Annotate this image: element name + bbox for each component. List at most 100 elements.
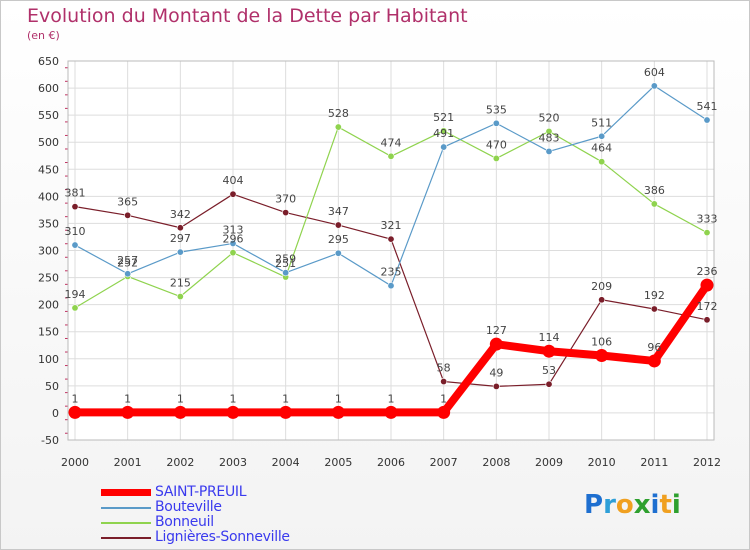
- logo-letter: i: [671, 490, 681, 520]
- logo-letter: o: [615, 490, 634, 520]
- y-tick-label: -50: [41, 434, 59, 447]
- y-tick-label: 400: [38, 190, 59, 203]
- y-tick-label: 200: [38, 299, 59, 312]
- grid-lines: [68, 60, 714, 441]
- data-label-bonneuil: 194: [65, 288, 86, 301]
- legend-label-bonneuil: Bonneuil: [155, 514, 214, 530]
- data-point-lignieres-sonneville: [229, 190, 237, 198]
- data-point-lignieres-sonneville: [440, 378, 448, 386]
- data-label-bouteville: 535: [486, 103, 507, 116]
- data-label-bonneuil: 470: [486, 138, 507, 151]
- data-label-bonneuil: 251: [275, 257, 296, 270]
- data-label-bouteville: 259: [275, 253, 296, 266]
- data-point-bouteville: [650, 82, 658, 90]
- data-point-bouteville: [598, 132, 606, 140]
- legend-label-saint-preuil: SAINT-PREUIL: [155, 484, 247, 500]
- data-label-saint-preuil: 1: [282, 392, 289, 405]
- data-label-bonneuil: 520: [539, 111, 560, 124]
- data-point-bonneuil: [545, 127, 553, 135]
- x-tick-label: 2004: [272, 456, 300, 469]
- data-label-lignieres-sonneville: 404: [223, 174, 244, 187]
- data-label-saint-preuil: 106: [591, 336, 612, 349]
- x-tick-label: 2010: [588, 456, 616, 469]
- data-label-bouteville: 310: [65, 225, 86, 238]
- data-label-saint-preuil: 1: [124, 392, 131, 405]
- data-label-lignieres-sonneville: 381: [65, 187, 86, 200]
- data-label-lignieres-sonneville: 342: [170, 208, 191, 221]
- data-label-lignieres-sonneville: 172: [697, 300, 718, 313]
- data-label-lignieres-sonneville: 209: [591, 280, 612, 293]
- data-point-saint-preuil: [279, 405, 293, 419]
- logo-letter: r: [603, 490, 616, 520]
- data-point-bouteville: [387, 282, 395, 290]
- x-tick-label: 2000: [61, 456, 89, 469]
- data-point-saint-preuil: [68, 405, 82, 419]
- data-label-bouteville: 483: [539, 131, 560, 144]
- data-label-saint-preuil: 1: [72, 392, 79, 405]
- data-label-bonneuil: 528: [328, 107, 349, 120]
- proxiti-logo: Proxiti: [584, 490, 681, 520]
- data-label-saint-preuil: 1: [335, 392, 342, 405]
- data-point-lignieres-sonneville: [650, 305, 658, 313]
- data-point-bonneuil: [71, 304, 79, 312]
- y-tick-label: 150: [38, 326, 59, 339]
- data-label-bonneuil: 252: [117, 256, 138, 269]
- data-point-bouteville: [176, 248, 184, 256]
- data-label-bouteville: 541: [697, 100, 718, 113]
- data-label-saint-preuil: 1: [230, 392, 237, 405]
- data-point-bouteville: [124, 270, 132, 278]
- data-point-lignieres-sonneville: [124, 211, 132, 219]
- data-point-bouteville: [703, 116, 711, 124]
- data-point-lignieres-sonneville: [334, 221, 342, 229]
- data-label-saint-preuil: 114: [539, 331, 560, 344]
- data-label-bonneuil: 464: [591, 142, 612, 155]
- legend-label-bouteville: Bouteville: [155, 499, 222, 515]
- logo-letter: t: [659, 490, 672, 520]
- data-point-lignieres-sonneville: [282, 209, 290, 217]
- legend-swatch-saint-preuil: [101, 489, 151, 496]
- data-point-bonneuil: [703, 229, 711, 237]
- data-label-saint-preuil: 1: [388, 392, 395, 405]
- data-labels: 381 365 342 404 370 347 321 58 49 53 209 192 172 194 2…: [65, 66, 718, 405]
- data-point-lignieres-sonneville: [703, 316, 711, 324]
- x-tick-label: 2006: [377, 456, 405, 469]
- data-point-bonneuil: [387, 152, 395, 160]
- data-point-saint-preuil: [121, 405, 135, 419]
- data-point-saint-preuil: [647, 354, 661, 368]
- data-point-bonneuil: [598, 158, 606, 166]
- data-point-bouteville: [545, 147, 553, 155]
- data-point-lignieres-sonneville: [492, 382, 500, 390]
- x-tick-label: 2012: [693, 456, 721, 469]
- x-tick-label: 2009: [535, 456, 563, 469]
- y-tick-label: 350: [38, 217, 59, 230]
- axes: -50 0 50 100 150 200 250 300 350 400 450 500 550 600 6…: [38, 55, 721, 469]
- data-point-bouteville: [492, 119, 500, 127]
- data-label-lignieres-sonneville: 192: [644, 289, 665, 302]
- data-point-lignieres-sonneville: [176, 224, 184, 232]
- data-point-saint-preuil: [173, 405, 187, 419]
- y-tick-label: 250: [38, 272, 59, 285]
- logo-letter: x: [633, 490, 651, 520]
- x-tick-label: 2008: [482, 456, 510, 469]
- data-label-saint-preuil: 96: [647, 341, 661, 354]
- x-tick-label: 2002: [166, 456, 194, 469]
- data-point-bouteville: [71, 241, 79, 249]
- data-point-saint-preuil: [489, 337, 503, 351]
- data-point-saint-preuil: [226, 405, 240, 419]
- y-tick-label: 450: [38, 163, 59, 176]
- x-tick-label: 2005: [324, 456, 352, 469]
- legend-swatch-bouteville: [101, 507, 151, 509]
- data-label-lignieres-sonneville: 347: [328, 205, 349, 218]
- data-label-saint-preuil: 1: [177, 392, 184, 405]
- data-label-saint-preuil: 1: [440, 392, 447, 405]
- x-tick-label: 2011: [640, 456, 668, 469]
- data-label-lignieres-sonneville: 49: [489, 366, 503, 379]
- data-label-bouteville: 491: [433, 127, 454, 140]
- data-point-bouteville: [334, 249, 342, 257]
- data-point-saint-preuil: [331, 405, 345, 419]
- y-tick-label: 300: [38, 245, 59, 258]
- data-point-lignieres-sonneville: [545, 380, 553, 388]
- data-label-bouteville: 511: [591, 116, 612, 129]
